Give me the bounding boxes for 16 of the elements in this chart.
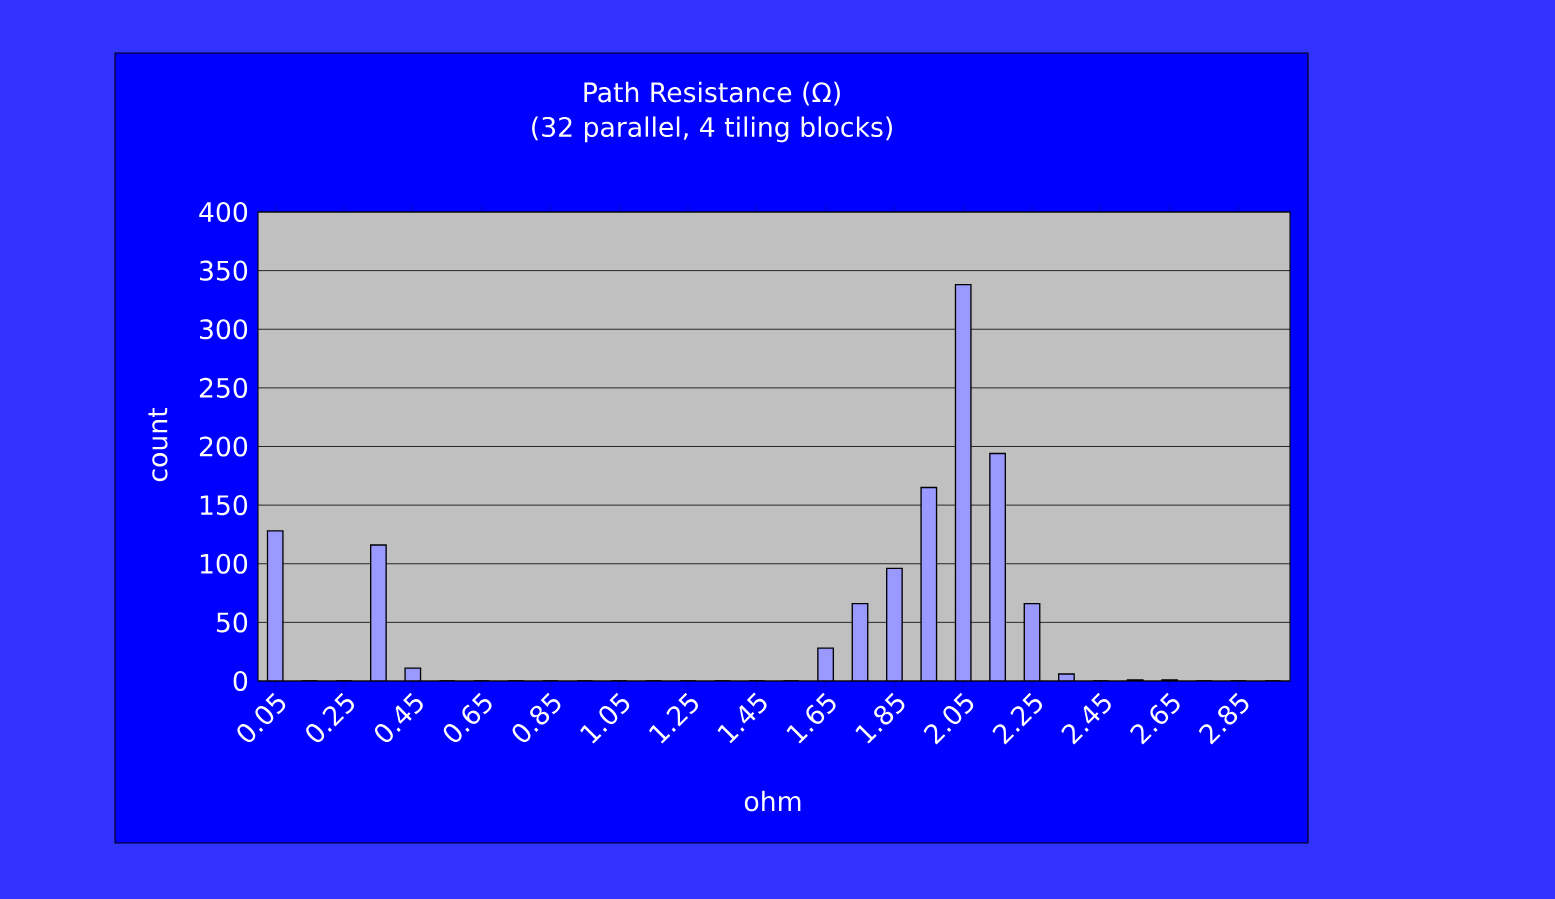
bar [989,452,1007,681]
y-tick-label: 200 [199,436,248,457]
y-tick-label: 250 [199,377,248,398]
x-axis-title: ohm [744,790,801,812]
y-tick-label: 50 [216,612,248,633]
y-tick-label: 400 [199,201,248,223]
y-tick-label: 300 [199,319,248,340]
bar [954,284,972,681]
y-tick-label: 350 [199,260,248,281]
y-axis-title: count [148,408,168,482]
y-tick-label: 0 [233,670,248,692]
chart-title: Path Resistance (Ω) [584,81,840,106]
chart-subtitle: (32 parallel, 4 tiling blocks) [532,116,892,143]
y-tick-label: 100 [200,553,248,574]
y-tick-label: 150 [200,495,248,516]
bar [920,486,938,681]
